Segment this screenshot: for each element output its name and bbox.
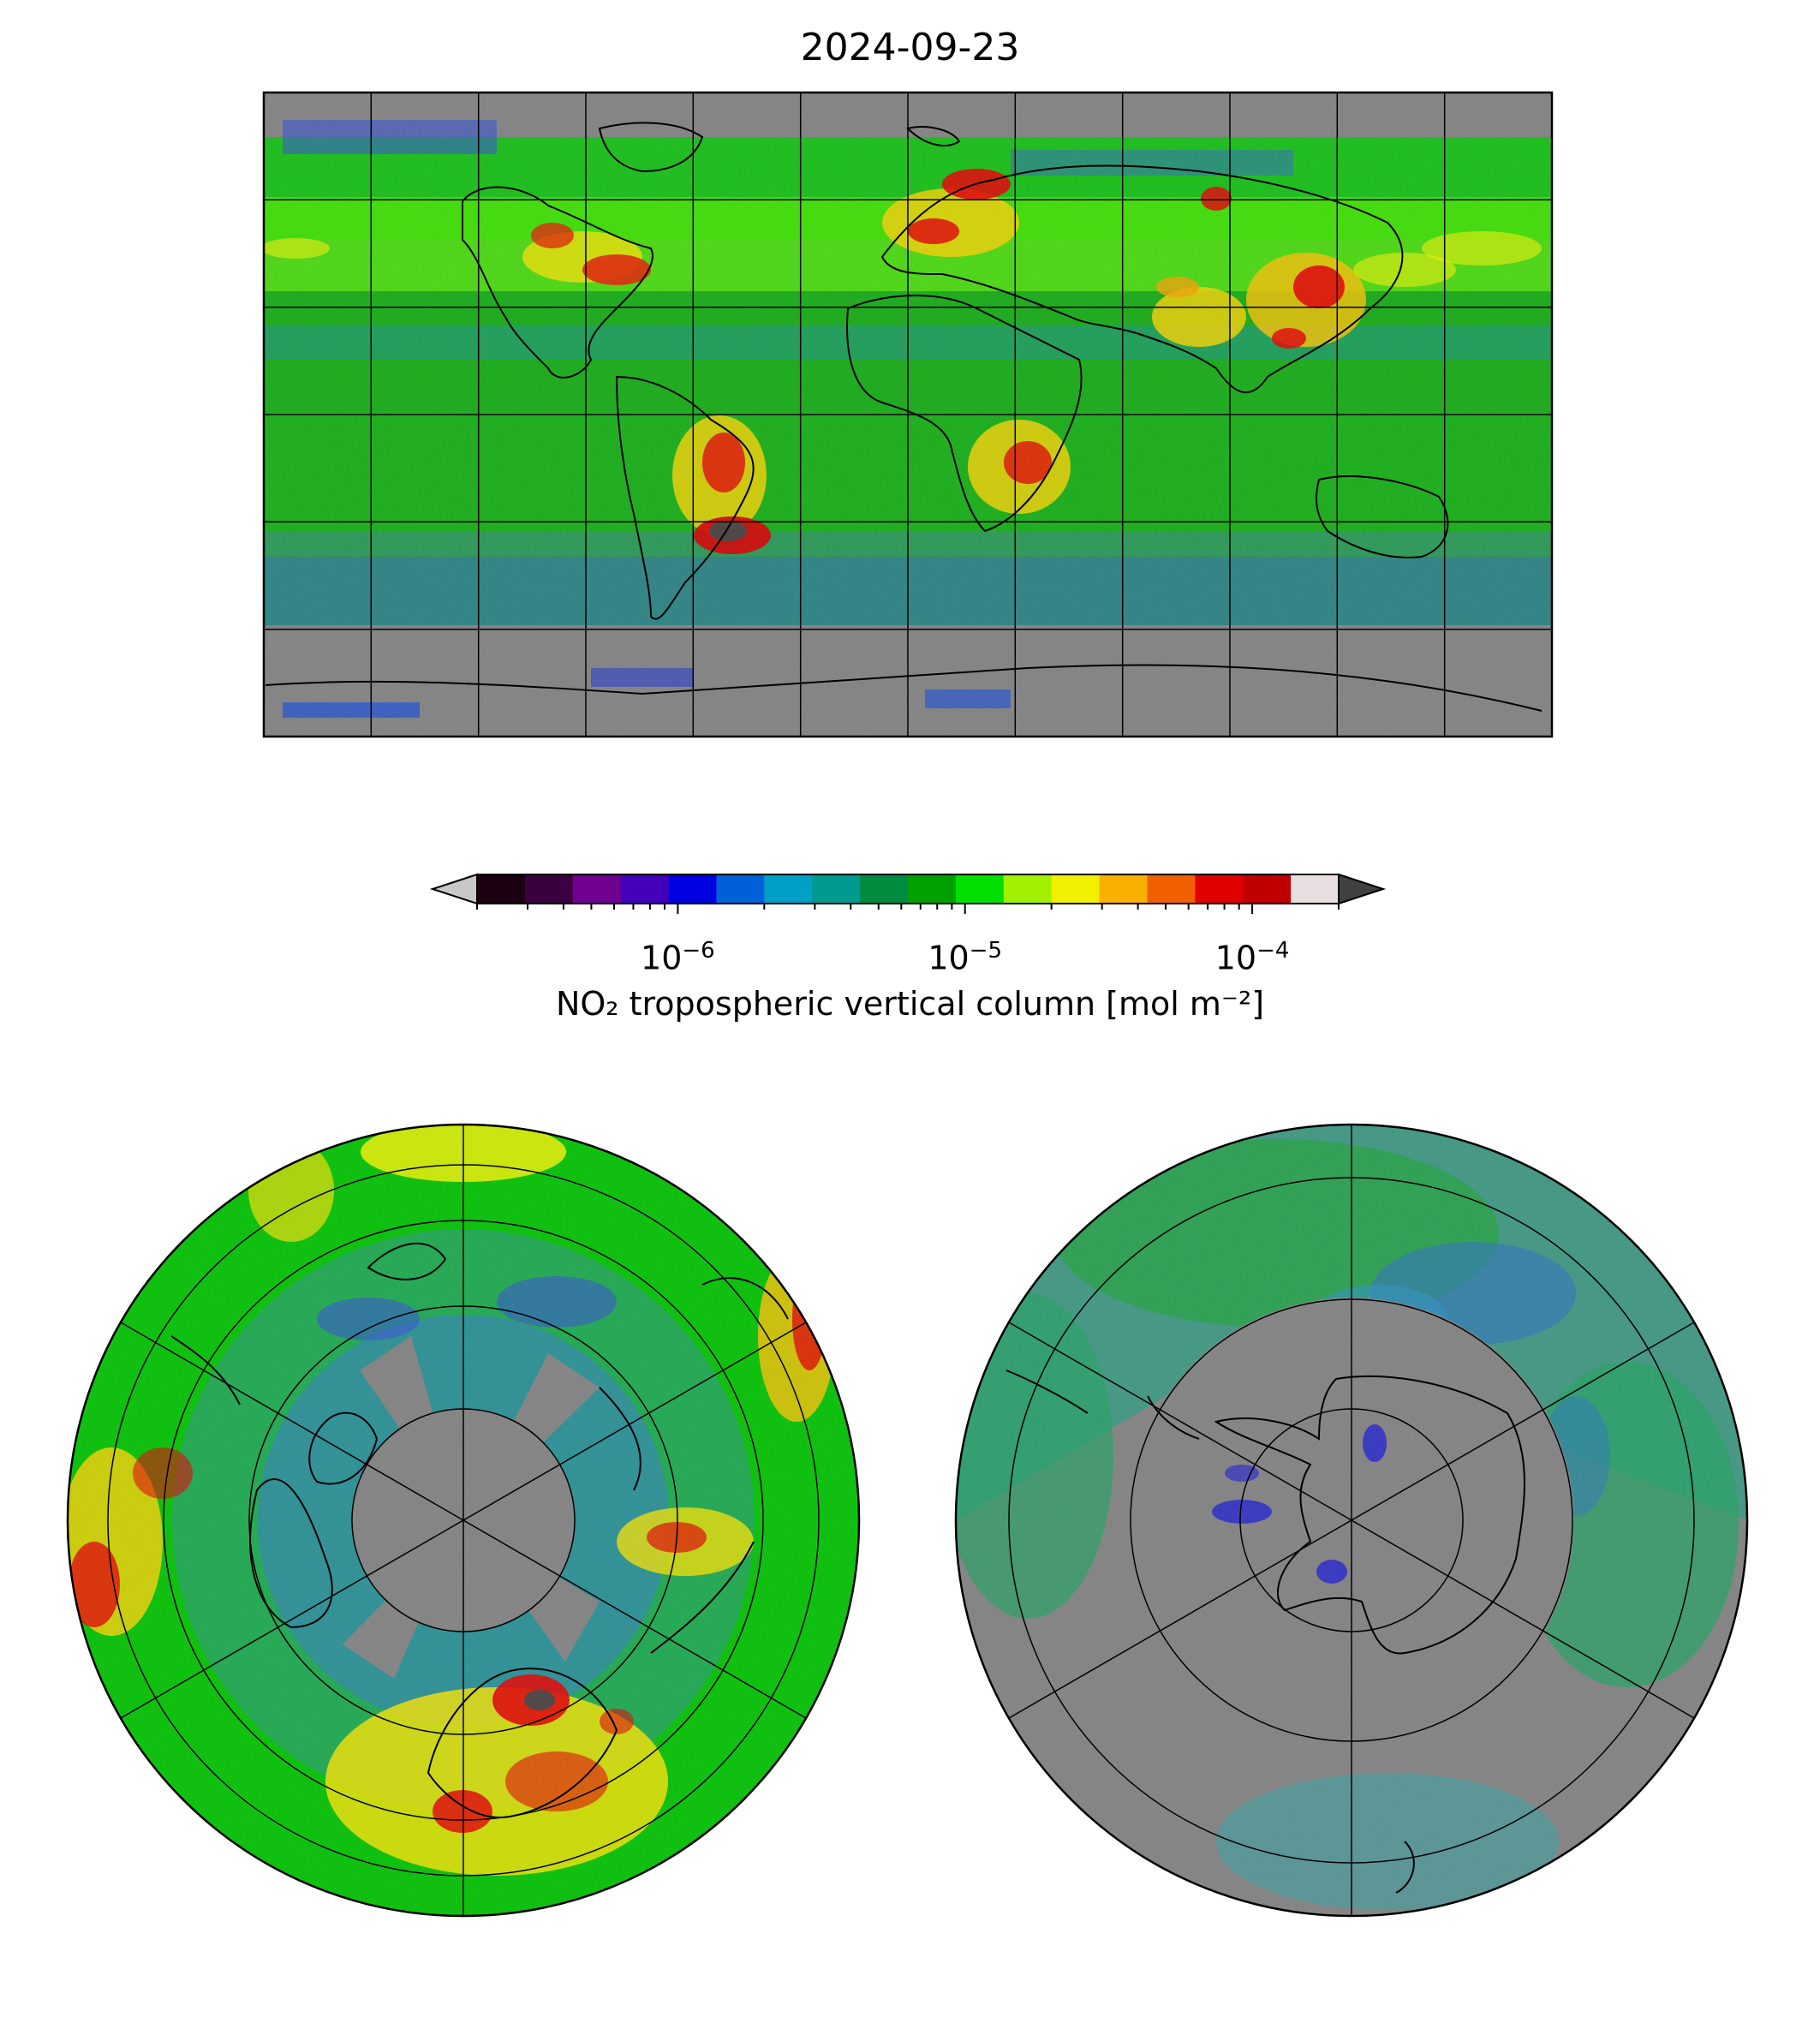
colorbar-segment (908, 874, 957, 904)
colorbar-ticks (476, 904, 1340, 914)
north-polar-map (66, 1123, 861, 1918)
colorbar-under-extension (429, 873, 478, 905)
north-polar-graticule (107, 1125, 820, 1916)
colorbar-segment (716, 874, 766, 904)
colorbar-tick-label: 10−4 (1215, 938, 1290, 977)
tick-base: 10 (928, 939, 970, 977)
colorbar-tick-label: 10−6 (641, 938, 715, 977)
colorbar-tick-label: 10−5 (928, 938, 1002, 977)
south-polar-map (954, 1123, 1749, 1918)
tick-base: 10 (1214, 939, 1257, 977)
figure-title: 2024-09-23 (800, 26, 1020, 69)
south-polar-graticule (1008, 1125, 1695, 1916)
colorbar (429, 873, 1387, 914)
colorbar-segment (1243, 874, 1292, 904)
colorbar-frame (476, 874, 1340, 904)
colorbar-segment (1099, 874, 1149, 904)
global-map-frame (262, 91, 1554, 738)
colorbar-segment (764, 874, 814, 904)
colorbar-over-extension (1338, 873, 1387, 905)
tick-exponent: −4 (1256, 938, 1290, 964)
colorbar-segment (572, 874, 622, 904)
colorbar-segment (955, 874, 1005, 904)
south-polar-frame (954, 1123, 1749, 1918)
tick-base: 10 (641, 939, 683, 977)
colorbar-segment (524, 874, 574, 904)
tick-exponent: −6 (682, 938, 715, 964)
colorbar-segments (477, 874, 1340, 904)
colorbar-segment (668, 874, 718, 904)
colorbar-segment (812, 874, 861, 904)
global-graticule (264, 92, 1552, 737)
colorbar-segment (620, 874, 670, 904)
north-polar-frame (66, 1123, 861, 1918)
colorbar-segment (1003, 874, 1053, 904)
colorbar-segment (1051, 874, 1101, 904)
colorbar-segment (1291, 874, 1340, 904)
colorbar-segment (477, 874, 526, 904)
colorbar-label: NO₂ tropospheric vertical column [mol m⁻… (555, 985, 1265, 1023)
south-polar-coastlines (1005, 1370, 1525, 1894)
colorbar-segment (860, 874, 909, 904)
colorbar-segment (1147, 874, 1196, 904)
tick-exponent: −5 (969, 938, 1003, 964)
global-map (262, 91, 1554, 738)
colorbar-segment (1195, 874, 1244, 904)
